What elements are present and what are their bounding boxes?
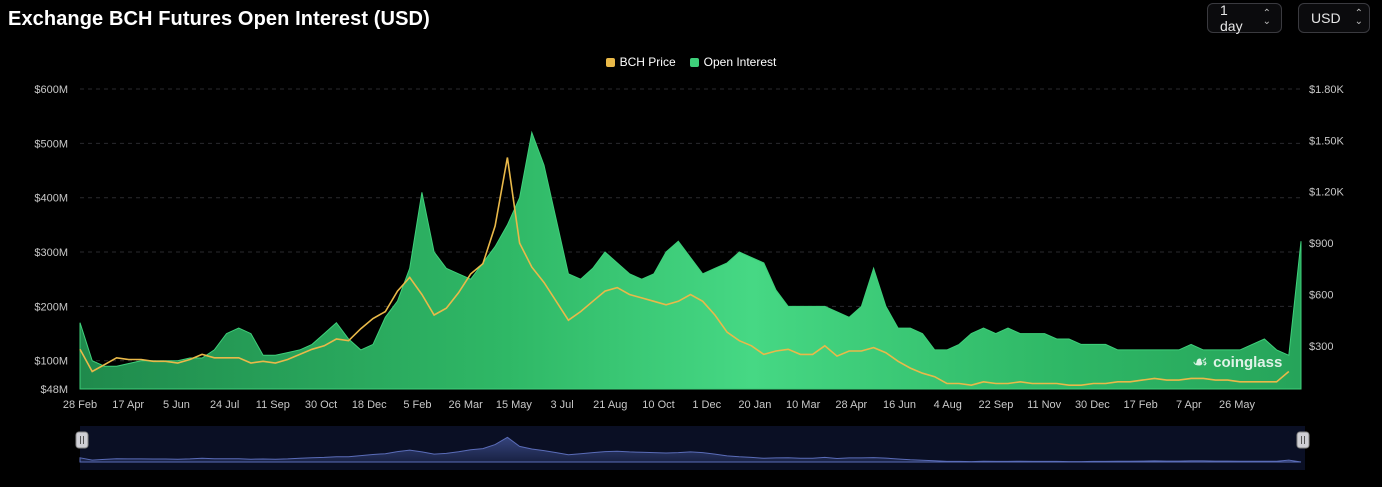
x-tick-label: 10 Mar — [786, 399, 821, 411]
range-navigator[interactable] — [75, 426, 1310, 470]
y-left-tick-label: $400M — [34, 193, 68, 205]
y-right-tick-label: $900 — [1309, 238, 1333, 250]
x-tick-label: 15 May — [496, 399, 533, 411]
chart-legend: BCH Price Open Interest — [0, 55, 1382, 69]
legend-label-open-interest: Open Interest — [703, 55, 777, 69]
x-tick-label: 7 Apr — [1176, 399, 1202, 411]
watermark-text: coinglass — [1213, 354, 1283, 371]
page-title: Exchange BCH Futures Open Interest (USD) — [8, 8, 430, 30]
legend-swatch-price — [605, 57, 615, 67]
y-left-tick-label: $500M — [34, 138, 68, 150]
interval-select-value: 1 day — [1220, 2, 1243, 34]
x-tick-label: 26 May — [1219, 399, 1256, 411]
interval-select[interactable]: 1 day ⌃ ⌄ — [1207, 2, 1282, 34]
x-axis: 28 Feb 17 Apr 5 Jun 24 Jul 11 Sep 30 Oct 18 De… — [63, 399, 1256, 411]
legend-item-price[interactable]: BCH Price — [605, 55, 676, 69]
y-axis-right: $300 $600 $900 $1.20K $1.50K $1.80K — [1309, 84, 1345, 353]
y-left-tick-label: $600M — [34, 84, 68, 96]
x-tick-label: 3 Jul — [550, 399, 573, 411]
navigator-left-handle[interactable] — [75, 431, 89, 449]
y-left-tick-label: $48M — [40, 384, 68, 396]
y-left-tick-label: $300M — [34, 247, 68, 259]
legend-label-price: BCH Price — [619, 55, 676, 69]
x-tick-label: 21 Aug — [593, 399, 627, 411]
x-tick-label: 30 Dec — [1075, 399, 1110, 411]
x-tick-label: 10 Oct — [642, 399, 674, 411]
open-interest-series — [79, 130, 1302, 390]
y-right-tick-label: $1.50K — [1309, 135, 1345, 147]
y-axis-left: $48M $100M $200M $300M $400M $500M $600M — [34, 84, 68, 396]
x-tick-label: 26 Mar — [449, 399, 484, 411]
x-tick-label: 5 Jun — [163, 399, 190, 411]
currency-select[interactable]: USD ⌃ ⌄ — [1298, 3, 1370, 33]
x-tick-label: 16 Jun — [883, 399, 916, 411]
coinglass-logo-icon: ☙ — [1192, 352, 1209, 372]
navigator-background — [80, 426, 1305, 470]
currency-select-value: USD — [1311, 10, 1341, 26]
x-tick-label: 17 Feb — [1123, 399, 1157, 411]
x-tick-label: 20 Jan — [738, 399, 771, 411]
navigator-right-handle[interactable] — [1296, 431, 1310, 449]
up-down-chevron-icon: ⌃ ⌄ — [1262, 8, 1271, 27]
x-tick-label: 28 Apr — [835, 399, 867, 411]
x-tick-label: 4 Aug — [934, 399, 962, 411]
x-tick-label: 11 Nov — [1027, 399, 1062, 411]
y-right-tick-label: $1.80K — [1309, 84, 1345, 96]
y-right-tick-label: $1.20K — [1309, 187, 1345, 199]
bch-price-series — [79, 157, 1290, 387]
legend-item-open-interest[interactable]: Open Interest — [689, 55, 777, 69]
x-tick-label: 11 Sep — [256, 399, 290, 411]
x-tick-label: 22 Sep — [979, 399, 1014, 411]
y-left-tick-label: $100M — [34, 356, 68, 368]
x-tick-label: 1 Dec — [692, 399, 721, 411]
navigator-series — [79, 436, 1302, 463]
legend-swatch-open-interest — [689, 57, 699, 67]
watermark: ☙ coinglass — [1192, 352, 1282, 373]
y-right-tick-label: $300 — [1309, 341, 1333, 353]
x-tick-label: 17 Apr — [112, 399, 144, 411]
open-interest-area — [79, 130, 1302, 390]
x-tick-label: 30 Oct — [305, 399, 337, 411]
y-left-tick-label: $200M — [34, 301, 68, 313]
y-right-tick-label: $600 — [1309, 289, 1333, 301]
x-tick-label: 18 Dec — [352, 399, 387, 411]
x-tick-label: 5 Feb — [403, 399, 431, 411]
bch-price-line — [79, 157, 1290, 387]
x-tick-label: 28 Feb — [63, 399, 97, 411]
up-down-chevron-icon: ⌃ ⌄ — [1354, 8, 1363, 27]
x-tick-label: 24 Jul — [210, 399, 239, 411]
